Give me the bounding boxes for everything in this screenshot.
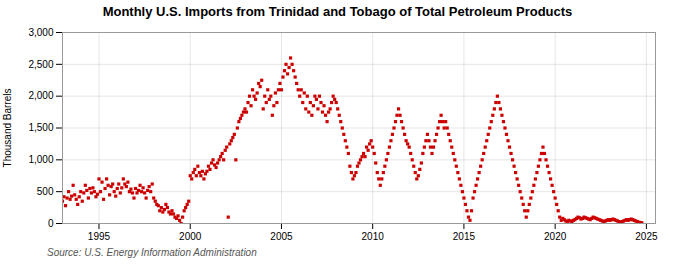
svg-text:Thousand Barrels: Thousand Barrels [2,89,13,168]
svg-text:2,500: 2,500 [28,59,53,70]
svg-text:1995: 1995 [88,231,111,242]
svg-text:0: 0 [48,218,54,229]
svg-text:2025: 2025 [635,231,658,242]
svg-text:2020: 2020 [544,231,567,242]
svg-text:1,500: 1,500 [28,122,53,133]
svg-text:2010: 2010 [362,231,385,242]
svg-text:2015: 2015 [453,231,476,242]
svg-text:2005: 2005 [270,231,293,242]
svg-text:2000: 2000 [179,231,202,242]
svg-text:1,000: 1,000 [28,154,53,165]
html-text:Source: U.S. Energy Informatio: Source: U.S. Energy Information Administ… [47,247,257,258]
svg-text:3,000: 3,000 [28,27,53,38]
svg-text:2,000: 2,000 [28,90,53,101]
svg-text:500: 500 [37,186,54,197]
html-text:Monthly U.S. Imports from Trin: Monthly U.S. Imports from Trinidad and T… [102,4,573,19]
